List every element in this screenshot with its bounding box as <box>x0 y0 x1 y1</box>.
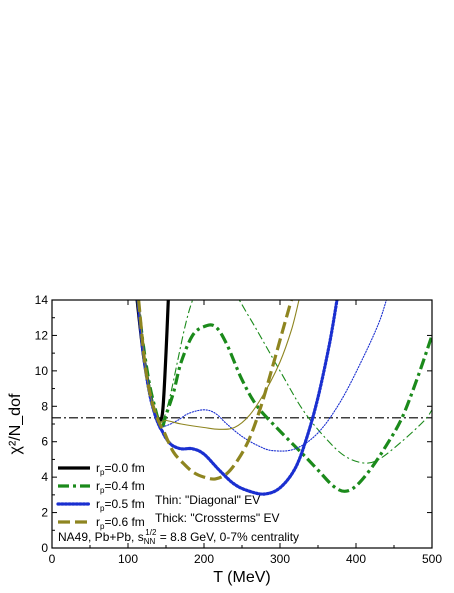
y-tick-label-3: 6 <box>41 435 48 449</box>
x-axis-title: T (MeV) <box>213 569 270 586</box>
series-line-7 <box>138 300 300 430</box>
y-tick-label-1: 2 <box>41 506 48 520</box>
y-tick-label-0: 0 <box>41 541 48 555</box>
x-tick-label-2: 200 <box>194 552 214 566</box>
note-dataset-sub: NN <box>144 537 156 546</box>
note-thick: Thick: "Crossterms" EV <box>155 511 280 525</box>
x-tick-label-0: 0 <box>49 552 56 566</box>
legend-label-1: rp=0.4 fm <box>96 479 145 495</box>
series-line-5 <box>137 300 387 452</box>
y-axis-title: χ²/N_dof <box>7 393 24 454</box>
y-tick-label-7: 14 <box>35 293 49 307</box>
plot-area <box>52 300 432 548</box>
note-dataset-sup: 1/2 <box>145 528 157 537</box>
x-tick-label-4: 400 <box>346 552 366 566</box>
x-tick-label-3: 300 <box>270 552 290 566</box>
legend: rp=0.0 fm rp=0.4 fm rp=0.5 fm rp=0.6 fm <box>56 461 145 531</box>
note-dataset-prefix: NA49, Pb+Pb, s <box>58 530 144 544</box>
x-tick-label-5: 500 <box>422 552 442 566</box>
y-tick-label-2: 4 <box>41 470 48 484</box>
legend-label-2: rp=0.5 fm <box>96 497 145 513</box>
x-tick-label-1: 100 <box>118 552 138 566</box>
series-line-6 <box>137 300 293 481</box>
y-tick-label-5: 10 <box>35 364 49 378</box>
legend-label-3: rp=0.6 fm <box>96 515 145 531</box>
note-dataset-suffix: = 8.8 GeV, 0-7% centrality <box>156 530 299 544</box>
note-dataset: NA49, Pb+Pb, sNN1/2 = 8.8 GeV, 0-7% cent… <box>58 528 299 546</box>
y-tick-label-4: 8 <box>41 399 48 413</box>
y-tick-label-6: 12 <box>35 328 49 342</box>
note-thin: Thin: "Diagonal" EV <box>155 493 260 507</box>
legend-label-0: rp=0.0 fm <box>96 461 145 477</box>
